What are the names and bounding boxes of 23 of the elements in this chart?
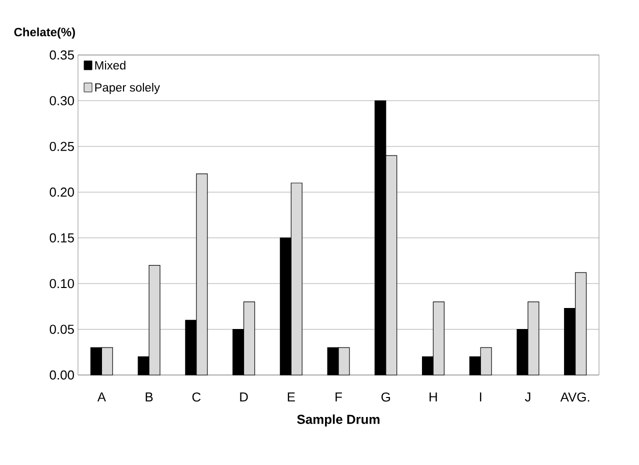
x-tick-label: G xyxy=(381,392,390,402)
y-tick-label: 0.35 xyxy=(50,50,74,60)
x-tick-label: D xyxy=(240,392,248,402)
y-tick-label: 0.25 xyxy=(50,142,74,152)
legend-label: Mixed xyxy=(95,60,126,70)
x-tick-label: B xyxy=(146,392,153,402)
x-tick-label: I xyxy=(480,392,482,402)
y-tick-label: 0.30 xyxy=(50,96,74,106)
y-tick-label: 0.20 xyxy=(50,188,74,197)
x-tick-label: J xyxy=(524,392,530,402)
x-tick-label: AVG. xyxy=(560,392,590,402)
y-tick-label: 0.15 xyxy=(50,233,74,242)
x-tick-label: E xyxy=(288,392,295,402)
x-tick-label: F xyxy=(336,392,342,402)
y-tick-label: 0.05 xyxy=(50,324,74,334)
x-axis-title: Sample Drum xyxy=(297,414,380,427)
y-tick-label: 0.10 xyxy=(50,278,74,288)
x-tick-label: A xyxy=(97,392,106,402)
x-tick-label: H xyxy=(430,392,437,402)
y-axis-title: Chelate(%) xyxy=(14,28,75,39)
legend-label: Paper solely xyxy=(95,82,160,94)
y-tick-label: 0.00 xyxy=(50,370,74,380)
x-tick-label: C xyxy=(192,392,201,402)
